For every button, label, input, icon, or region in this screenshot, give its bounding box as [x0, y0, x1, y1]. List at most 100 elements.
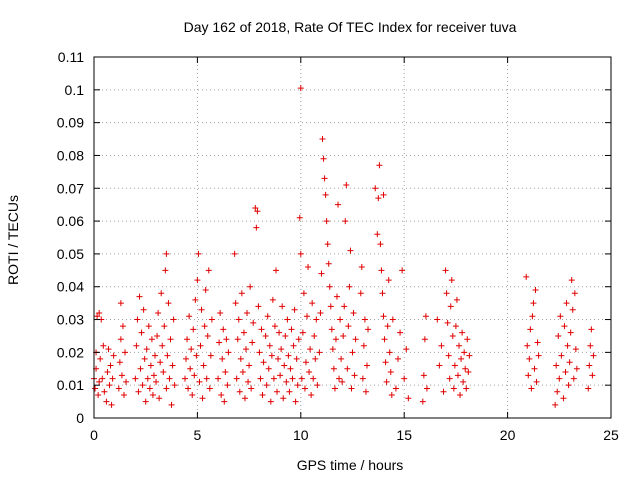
data-point [341, 303, 348, 310]
data-point [348, 385, 355, 392]
data-point [297, 85, 304, 92]
data-point [297, 250, 304, 257]
data-point [440, 388, 447, 395]
y-tick-label: 0 [76, 410, 84, 426]
data-point [143, 346, 150, 353]
data-point [452, 323, 459, 330]
data-point [388, 392, 395, 399]
data-point [570, 375, 577, 382]
data-point [262, 332, 269, 339]
data-point [316, 349, 323, 356]
data-point [337, 316, 344, 323]
data-point [280, 395, 287, 402]
data-point [344, 365, 351, 372]
data-point [248, 385, 255, 392]
data-point [191, 372, 198, 379]
data-point [293, 355, 300, 362]
data-point [361, 316, 368, 323]
y-tick-label: 0.01 [57, 377, 84, 393]
data-point [420, 372, 427, 379]
data-point [524, 342, 531, 349]
data-point [225, 349, 232, 356]
data-point [392, 385, 399, 392]
data-point [132, 375, 139, 382]
data-point [275, 355, 282, 362]
data-point [567, 329, 574, 336]
data-point [104, 369, 111, 376]
data-point [292, 398, 299, 405]
data-point [232, 300, 239, 307]
data-point [168, 401, 175, 408]
data-point [312, 355, 319, 362]
data-point [139, 382, 146, 389]
data-point [317, 309, 324, 316]
data-point [141, 355, 148, 362]
data-point [350, 309, 357, 316]
data-point [257, 375, 264, 382]
data-point [119, 323, 126, 330]
data-point [183, 355, 190, 362]
data-point [357, 290, 364, 297]
data-point [563, 300, 570, 307]
data-point [208, 316, 215, 323]
data-point [123, 378, 130, 385]
data-point [434, 316, 441, 323]
x-tick-label: 5 [194, 427, 202, 443]
data-point [554, 388, 561, 395]
data-point [205, 267, 212, 274]
data-point [110, 352, 117, 359]
data-point [380, 191, 387, 198]
y-tick-label: 0.08 [57, 147, 84, 163]
data-point [590, 352, 597, 359]
data-point [308, 392, 315, 399]
data-point [277, 372, 284, 379]
data-point [324, 241, 331, 248]
data-point [446, 375, 453, 382]
data-point [221, 398, 228, 405]
data-point [378, 267, 385, 274]
plot-frame [93, 56, 612, 419]
data-point [329, 346, 336, 353]
y-tick-label: 0.1 [65, 82, 85, 98]
data-point [281, 362, 288, 369]
data-point [449, 332, 456, 339]
data-point [255, 303, 262, 310]
chart-title: Day 162 of 2018, Rate Of TEC Index for r… [184, 19, 517, 35]
data-point [565, 382, 572, 389]
data-point [138, 329, 145, 336]
data-point [235, 316, 242, 323]
data-point [451, 362, 458, 369]
data-point [150, 372, 157, 379]
data-point [568, 277, 575, 284]
data-point [159, 342, 166, 349]
data-point [218, 392, 225, 399]
data-point [301, 385, 308, 392]
data-point [222, 369, 229, 376]
data-point [278, 346, 285, 353]
data-point [330, 365, 337, 372]
data-point [241, 395, 248, 402]
data-point [206, 385, 213, 392]
data-point [169, 362, 176, 369]
data-point [323, 218, 330, 225]
data-point [461, 349, 468, 356]
data-point [282, 332, 289, 339]
data-point [384, 323, 391, 330]
data-point [557, 313, 564, 320]
data-point [187, 365, 194, 372]
data-point [198, 306, 205, 313]
data-point [382, 359, 389, 366]
data-point [252, 204, 259, 211]
data-point [140, 306, 147, 313]
x-tick-label: 15 [396, 427, 412, 443]
data-point [419, 398, 426, 405]
x-tick-label: 20 [500, 427, 516, 443]
data-point [260, 359, 267, 366]
data-point [254, 208, 261, 215]
data-point [309, 300, 316, 307]
y-tick-label: 0.05 [57, 246, 84, 262]
data-point [343, 181, 350, 188]
data-point [95, 392, 102, 399]
data-point [464, 336, 471, 343]
